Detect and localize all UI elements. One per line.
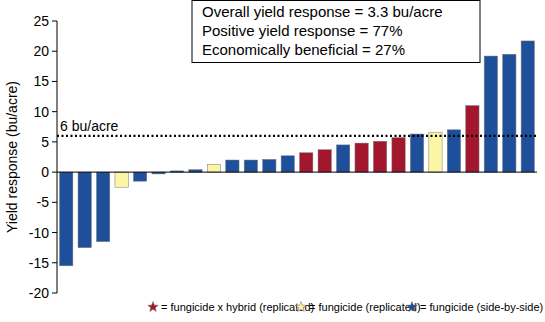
annotation-box: [192, 1, 480, 63]
bar: [373, 141, 386, 172]
y-tick-label: 15: [33, 73, 49, 89]
y-tick: [52, 21, 57, 22]
y-axis-label: Yield response (bu/acre): [4, 81, 20, 233]
y-tick-label: 10: [33, 104, 49, 120]
bar: [503, 54, 516, 172]
bar: [355, 143, 368, 172]
legend-label: = fungicide (replicated): [309, 301, 421, 313]
annotation: Positive yield response = 77%: [202, 22, 403, 39]
y-tick-label: -20: [29, 285, 49, 301]
bar: [318, 150, 331, 172]
reference-line: [57, 135, 537, 137]
y-axis: [57, 21, 58, 293]
bar: [392, 138, 405, 172]
y-tick-label: -5: [37, 194, 50, 210]
bar: [244, 160, 257, 172]
bar: [133, 172, 146, 181]
annotation: Overall yield response = 3.3 bu/acre: [202, 3, 443, 20]
bars: [60, 41, 535, 266]
y-tick-label: 25: [33, 13, 49, 29]
y-tick: [52, 202, 57, 203]
bar: [466, 106, 479, 172]
bar: [410, 134, 423, 172]
bar: [337, 145, 350, 172]
y-tick: [52, 111, 57, 112]
bar: [226, 160, 239, 172]
bar: [521, 41, 534, 172]
y-tick: [52, 81, 57, 82]
annotation: Economically beneficial = 27%: [202, 41, 405, 58]
y-tick: [52, 51, 57, 52]
legend-marker: [148, 302, 158, 312]
x-axis: [57, 172, 537, 173]
y-tick-label: -15: [29, 255, 49, 271]
y-tick: [52, 141, 57, 142]
bar: [263, 159, 276, 172]
legend-marker: [296, 302, 306, 312]
y-tick-label: 5: [41, 134, 49, 150]
bar: [429, 132, 442, 172]
y-tick: [52, 293, 57, 294]
bar: [60, 172, 73, 266]
legend-label: = fungicide (side-by-side): [420, 301, 543, 313]
y-tick: [52, 262, 57, 263]
y-tick-label: -10: [29, 225, 49, 241]
bar: [281, 156, 294, 172]
y-tick-label: 0: [41, 164, 49, 180]
bar: [484, 56, 497, 172]
bar: [78, 172, 91, 248]
chart: -20 -15 -10 -5 0 5 10 15 20 25 Yield response (bu/…: [0, 0, 545, 322]
bar: [207, 164, 220, 172]
bar: [97, 172, 110, 242]
y-tick-label: 20: [33, 43, 49, 59]
bar: [115, 172, 128, 187]
bar: [300, 153, 313, 172]
legend-marker: [407, 302, 417, 312]
y-tick: [52, 172, 57, 173]
legend-label: = fungicide x hybrid (replicated): [161, 301, 314, 313]
y-tick: [52, 232, 57, 233]
reference-label: 6 bu/acre: [60, 118, 119, 134]
